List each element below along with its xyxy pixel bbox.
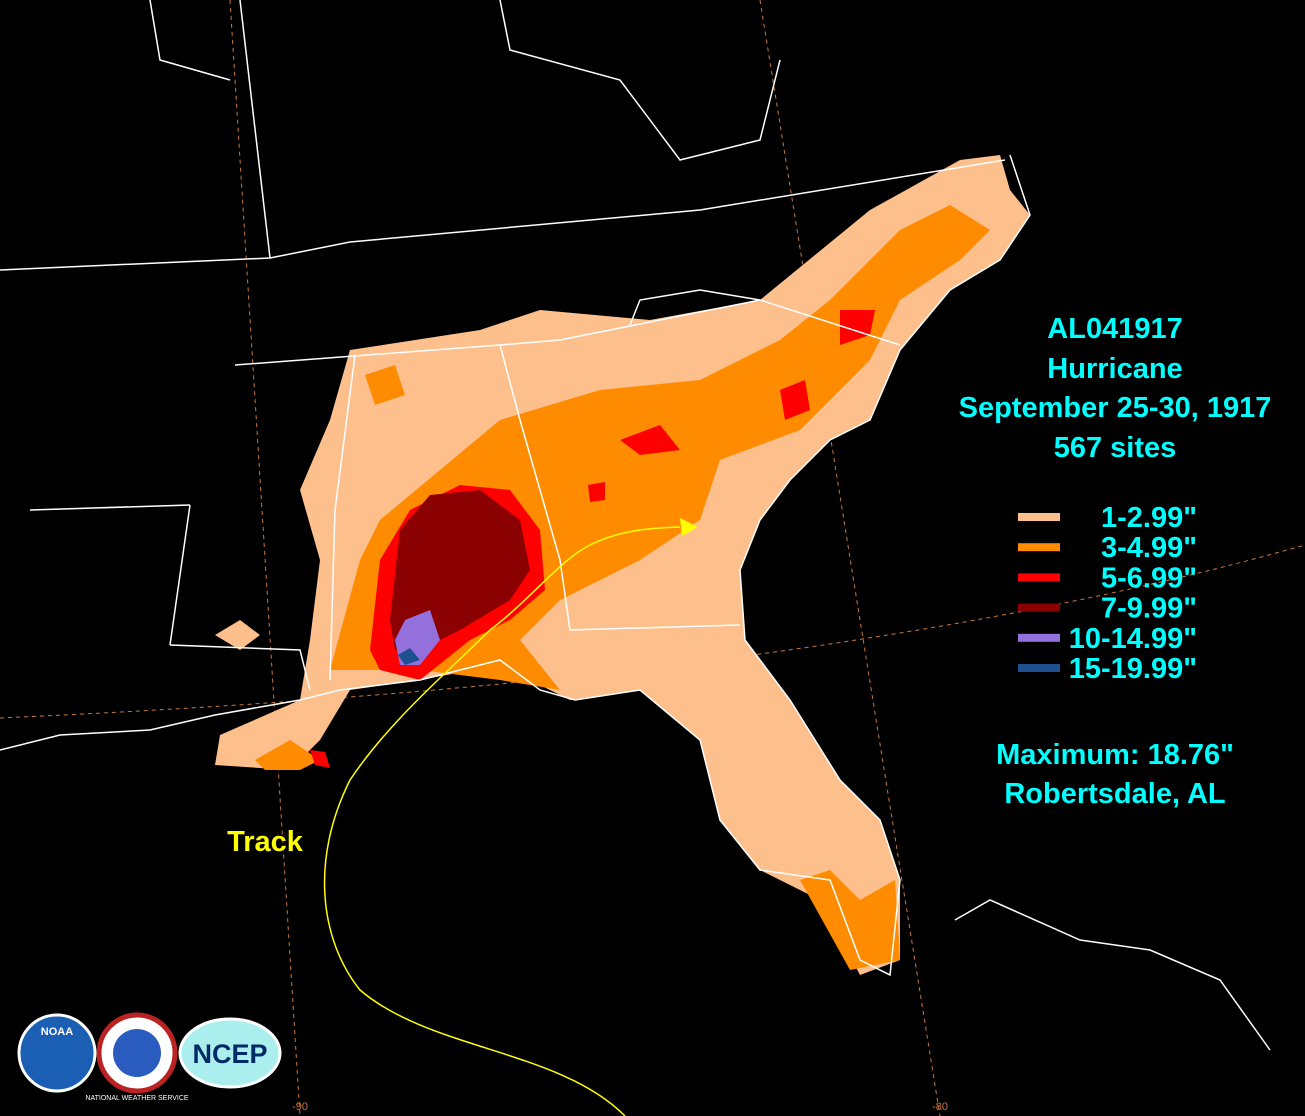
site-count: 567 sites — [1054, 432, 1177, 464]
ncep-logo — [178, 1017, 282, 1089]
legend-label: 5-6.99" — [1101, 562, 1197, 594]
noaa-logo — [17, 1013, 97, 1093]
legend-swatch — [1018, 573, 1060, 582]
maximum-location: Robertsdale, AL — [1004, 778, 1225, 810]
legend-swatch — [1018, 664, 1060, 672]
rain-area — [310, 750, 330, 768]
longitude-label: -90 — [292, 1101, 308, 1113]
noaa-text: NOAA — [41, 1026, 73, 1038]
legend-label: 1-2.99" — [1101, 502, 1197, 534]
rain-area — [215, 620, 260, 650]
longitude-label: -80 — [932, 1101, 948, 1113]
rainfall-areas — [215, 155, 1030, 975]
rain-area — [840, 310, 875, 345]
rain-area — [588, 482, 605, 502]
legend-swatch — [1018, 603, 1060, 612]
state-lines — [0, 0, 1271, 1051]
legend-label: 3-4.99" — [1101, 532, 1197, 564]
nws-text: NATIONAL WEATHER SERVICE — [85, 1095, 189, 1102]
rain-area — [390, 490, 530, 650]
legend-swatch — [1018, 513, 1060, 521]
rain-area — [398, 648, 420, 665]
legend-label: 15-19.99" — [1069, 653, 1197, 685]
legend-label: 7-9.99" — [1101, 593, 1197, 625]
nws-logo-center — [113, 1029, 161, 1077]
rain-area — [780, 380, 810, 420]
rain-area — [800, 870, 900, 970]
rain-area — [255, 740, 320, 770]
legend-swatch — [1018, 543, 1060, 552]
legend: 1-2.99"3-4.99"5-6.99"7-9.99"10-14.99"15-… — [1018, 502, 1197, 685]
track — [323, 518, 698, 1116]
legend-swatch — [1018, 633, 1060, 642]
storm-type: Hurricane — [1047, 353, 1182, 385]
maximum: Maximum: 18.76" — [996, 739, 1234, 771]
ncep-text: NCEP — [192, 1039, 267, 1069]
rain-area — [620, 425, 680, 455]
rain-area — [365, 365, 405, 405]
track-label: Track — [227, 826, 304, 858]
legend-label: 10-14.99" — [1069, 623, 1197, 655]
storm-dates: September 25-30, 1917 — [959, 392, 1272, 424]
logos: NOAA NATIONAL WEATHER SERVICE NCEP — [17, 1012, 282, 1102]
storm-id: AL041917 — [1047, 313, 1182, 345]
